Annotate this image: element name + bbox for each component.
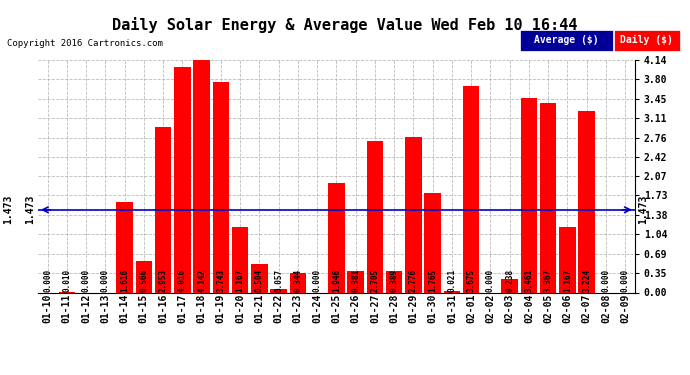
Text: 1.946: 1.946 [332,269,341,292]
Text: 3.367: 3.367 [544,269,553,292]
Text: 1.473: 1.473 [638,195,648,225]
Bar [559,227,575,292]
Bar [270,289,287,292]
Text: Copyright 2016 Cartronics.com: Copyright 2016 Cartronics.com [7,39,163,48]
Text: 3.224: 3.224 [582,269,591,292]
Bar [578,111,595,292]
Bar [213,82,229,292]
Bar [463,86,480,292]
Bar [424,194,441,292]
Text: 2.953: 2.953 [159,269,168,292]
Bar [405,136,422,292]
Text: 0.504: 0.504 [255,269,264,292]
Text: Daily ($): Daily ($) [620,35,673,45]
Text: 0.000: 0.000 [602,269,611,292]
Text: 0.000: 0.000 [313,269,322,292]
Text: 3.743: 3.743 [217,269,226,292]
Bar [251,264,268,292]
Text: 0.057: 0.057 [274,269,283,292]
Bar [136,261,152,292]
Text: 2.776: 2.776 [409,269,418,292]
Text: 1.616: 1.616 [120,269,129,292]
Text: 4.016: 4.016 [178,269,187,292]
Text: 2.705: 2.705 [371,269,380,292]
Bar [502,279,518,292]
Bar [328,183,344,292]
Bar [155,127,171,292]
Bar [444,291,460,292]
Bar [540,104,556,292]
Bar [386,271,402,292]
Text: 0.000: 0.000 [81,269,90,292]
Text: 3.675: 3.675 [466,269,475,292]
Bar [174,67,190,292]
Bar [193,60,210,292]
Text: 0.389: 0.389 [390,269,399,292]
Text: 0.010: 0.010 [62,269,71,292]
Bar [348,271,364,292]
Text: 4.142: 4.142 [197,269,206,292]
Text: 0.000: 0.000 [621,269,630,292]
Text: 3.461: 3.461 [524,269,533,292]
Text: 1.473: 1.473 [26,195,35,225]
Bar [232,227,248,292]
Text: 1.167: 1.167 [235,269,245,292]
Text: 0.381: 0.381 [351,269,360,292]
Text: 0.344: 0.344 [293,269,302,292]
Bar [117,202,132,292]
Text: 0.021: 0.021 [447,269,456,292]
Text: 1.765: 1.765 [428,269,437,292]
Bar [366,141,383,292]
Text: 1.167: 1.167 [563,269,572,292]
Text: 0.000: 0.000 [486,269,495,292]
Text: 1.473: 1.473 [3,195,13,225]
Text: 0.000: 0.000 [101,269,110,292]
Text: 0.238: 0.238 [505,269,514,292]
Bar [521,98,537,292]
Text: Daily Solar Energy & Average Value Wed Feb 10 16:44: Daily Solar Energy & Average Value Wed F… [112,17,578,33]
Text: 0.000: 0.000 [43,269,52,292]
Text: Average ($): Average ($) [534,35,598,45]
Text: 0.566: 0.566 [139,269,148,292]
Bar [290,273,306,292]
